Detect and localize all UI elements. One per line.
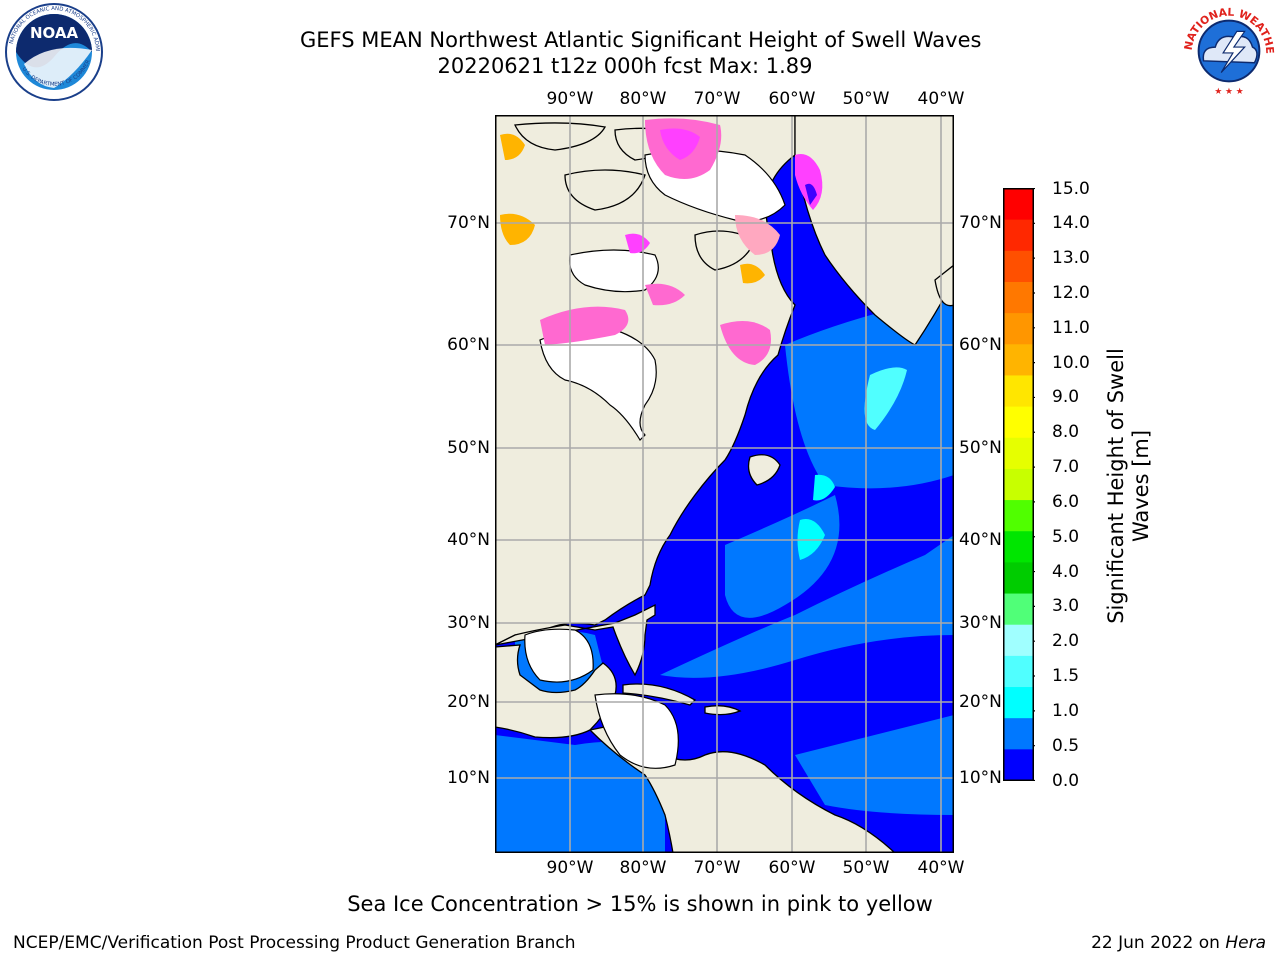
colorbar-band xyxy=(1003,749,1034,781)
lat-label-left: 50°N xyxy=(447,438,490,458)
colorbar-tick-label: 6.0 xyxy=(1052,491,1080,512)
colorbar-band xyxy=(1003,188,1034,221)
lat-label-right: 10°N xyxy=(959,768,1002,788)
colorbar-band xyxy=(1003,344,1034,376)
lat-label-left: 60°N xyxy=(447,335,490,355)
colorbar-band xyxy=(1003,687,1034,719)
colorbar-band xyxy=(1003,313,1034,345)
colorbar-tick-label: 12.0 xyxy=(1052,282,1090,303)
lon-label-bottom: 80°W xyxy=(619,858,667,878)
lon-label-bottom: 50°W xyxy=(842,858,890,878)
colorbar-title: Significant Height of Swell Waves [m] xyxy=(1104,348,1153,624)
colorbar-tick-label: 15.0 xyxy=(1052,178,1090,199)
map-subtitle: 20220621 t12z 000h fcst Max: 1.89 xyxy=(437,54,813,78)
colorbar-band xyxy=(1003,593,1034,626)
lat-label-right: 20°N xyxy=(959,692,1002,712)
colorbar-tick-label: 11.0 xyxy=(1052,317,1090,338)
lon-label-top: 90°W xyxy=(546,89,594,109)
lat-label-right: 40°N xyxy=(959,530,1002,550)
colorbar-tick-label: 13.0 xyxy=(1052,248,1090,269)
date-stamp: 22 Jun 2022 on Hera xyxy=(1091,933,1266,953)
colorbar-tick-label: 2.0 xyxy=(1052,631,1080,652)
colorbar-tick-label: 4.0 xyxy=(1052,561,1080,582)
colorbar-band xyxy=(1003,219,1034,252)
colorbar-band xyxy=(1003,281,1034,314)
colorbar-band xyxy=(1003,718,1034,750)
lon-label-top: 70°W xyxy=(693,89,741,109)
colorbar-band xyxy=(1003,375,1034,408)
colorbar-tick-label: 0.0 xyxy=(1052,770,1080,791)
noaa-logo: NOAA NATIONAL OCEANIC AND ATMOSPHERIC AD… xyxy=(4,2,103,101)
colorbar-tick-label: 10.0 xyxy=(1052,352,1090,373)
lat-label-left: 20°N xyxy=(447,692,490,712)
sea-ice-note: Sea Ice Concentration > 15% is shown in … xyxy=(347,892,933,916)
colorbar-band xyxy=(1003,531,1034,563)
credit-text: NCEP/EMC/Verification Post Processing Pr… xyxy=(13,933,576,953)
graticule xyxy=(495,115,954,853)
svg-text:★ ★ ★: ★ ★ ★ xyxy=(1214,87,1243,97)
lon-label-bottom: 90°W xyxy=(546,858,594,878)
colorbar-tick-label: 8.0 xyxy=(1052,422,1080,443)
lat-label-left: 10°N xyxy=(447,768,490,788)
colorbar-tick-label: 5.0 xyxy=(1052,526,1080,547)
lon-label-top: 80°W xyxy=(619,89,667,109)
map-title: GEFS MEAN Northwest Atlantic Significant… xyxy=(300,28,982,52)
sea-ice-overlay xyxy=(500,118,823,365)
colorbar-tick-label: 3.0 xyxy=(1052,596,1080,617)
lat-label-left: 40°N xyxy=(447,530,490,550)
lon-label-bottom: 40°W xyxy=(917,858,965,878)
colorbar-band xyxy=(1003,437,1034,470)
lat-label-right: 60°N xyxy=(959,335,1002,355)
lon-label-bottom: 70°W xyxy=(693,858,741,878)
colorbar-tick-label: 1.0 xyxy=(1052,700,1080,721)
colorbar-tick-label: 7.0 xyxy=(1052,457,1080,478)
lon-label-bottom: 60°W xyxy=(768,858,816,878)
colorbar-tick-label: 0.5 xyxy=(1052,735,1080,756)
colorbar-tick-label: 9.0 xyxy=(1052,387,1080,408)
colorbar-band xyxy=(1003,562,1034,595)
colorbar-band xyxy=(1003,655,1034,688)
colorbar-tick-label: 1.5 xyxy=(1052,666,1080,687)
lat-label-right: 50°N xyxy=(959,438,1002,458)
lon-label-top: 50°W xyxy=(842,89,890,109)
colorbar xyxy=(1003,188,1035,781)
colorbar-band xyxy=(1003,624,1034,657)
map-panel xyxy=(495,115,954,853)
colorbar-tick-label: 14.0 xyxy=(1052,213,1090,234)
nws-logo: NATIONAL WEATHER SERVICE ★ ★ ★ xyxy=(1180,2,1276,99)
lat-label-right: 30°N xyxy=(959,613,1002,633)
lat-label-right: 70°N xyxy=(959,213,1002,233)
map-frame xyxy=(495,115,954,853)
lat-label-left: 30°N xyxy=(447,613,490,633)
colorbar-band xyxy=(1003,468,1034,501)
colorbar-band xyxy=(1003,500,1034,532)
colorbar-band xyxy=(1003,406,1034,439)
lat-label-left: 70°N xyxy=(447,213,490,233)
lon-label-top: 60°W xyxy=(768,89,816,109)
colorbar-band xyxy=(1003,250,1034,283)
noaa-logo-text: NOAA xyxy=(30,24,79,42)
lon-label-top: 40°W xyxy=(917,89,965,109)
